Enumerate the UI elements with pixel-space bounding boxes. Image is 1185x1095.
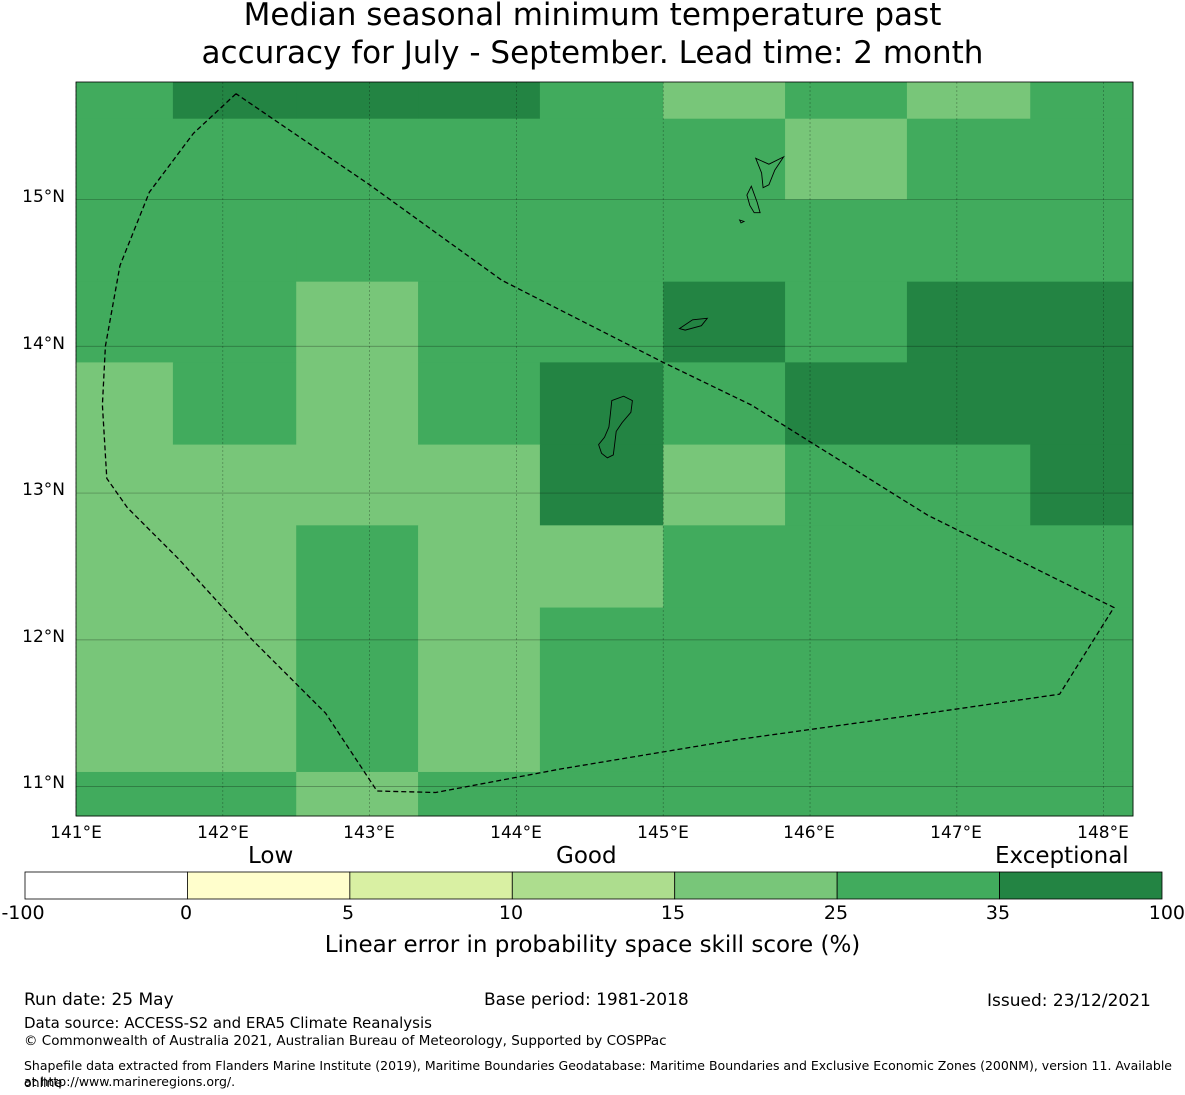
skill-cell bbox=[1030, 82, 1134, 120]
lat-label-13n: 13°N bbox=[22, 480, 65, 500]
colorbar-segment bbox=[24, 871, 188, 900]
colorbar-segment bbox=[999, 871, 1163, 900]
colorbar-axis-label: Linear error in probability space skill … bbox=[324, 932, 861, 958]
island-outline bbox=[678, 317, 709, 331]
map-title: Median seasonal minimum temperature past… bbox=[0, 0, 1185, 72]
colorbar-tick: 15 bbox=[660, 902, 686, 924]
map-frame bbox=[75, 81, 1134, 817]
skill-cell bbox=[418, 82, 541, 120]
colorbar-segment bbox=[187, 871, 351, 900]
colorbar-tick: 5 bbox=[341, 902, 355, 924]
colorbar-tick: 10 bbox=[498, 902, 524, 924]
skill-cell bbox=[76, 362, 174, 446]
colorbar-good-label: Good bbox=[556, 843, 617, 869]
skill-cell bbox=[539, 607, 1134, 773]
skill-cell bbox=[76, 82, 174, 120]
skill-cell bbox=[296, 771, 419, 817]
skill-cell bbox=[539, 82, 664, 120]
skill-cell bbox=[296, 281, 419, 363]
skill-cell bbox=[785, 444, 1031, 526]
colorbar-low-label: Low bbox=[248, 843, 294, 869]
skill-cell bbox=[663, 281, 786, 363]
skill-cell bbox=[663, 362, 786, 446]
lon-label-146e: 146°E bbox=[783, 823, 835, 843]
lat-label-12n: 12°N bbox=[22, 627, 65, 647]
skill-cell bbox=[76, 444, 541, 526]
skill-cell bbox=[906, 281, 1134, 363]
skill-cell bbox=[539, 444, 664, 526]
skill-cell bbox=[906, 82, 1031, 120]
skill-cell bbox=[296, 199, 1134, 283]
base-period: Base period: 1981-2018 bbox=[484, 990, 689, 1010]
skill-cell bbox=[418, 281, 664, 363]
skill-cell bbox=[418, 607, 541, 773]
island-outline bbox=[754, 155, 785, 189]
skill-grid-cells bbox=[76, 82, 1134, 817]
skill-cell bbox=[76, 199, 297, 283]
lat-label-15n: 15°N bbox=[22, 187, 65, 207]
skill-score-map bbox=[75, 81, 1134, 817]
colorbar-tick: 100 bbox=[1148, 902, 1185, 924]
lon-label-142e: 142°E bbox=[197, 823, 249, 843]
skill-cell bbox=[785, 281, 908, 363]
colorbar-segment bbox=[511, 871, 676, 900]
skill-cell bbox=[785, 362, 1134, 446]
shapefile-credit-line-2: at http://www.marineregions.org/. bbox=[24, 1074, 236, 1089]
colorbar-segment bbox=[674, 871, 838, 900]
issued-date: Issued: 23/12/2021 bbox=[987, 991, 1151, 1011]
skill-cell bbox=[418, 771, 1134, 817]
colorbar-tick: 35 bbox=[985, 902, 1011, 924]
lat-label-14n: 14°N bbox=[22, 334, 65, 354]
skill-cell bbox=[663, 444, 786, 526]
skill-cell bbox=[296, 607, 419, 773]
eez-boundary bbox=[101, 93, 1115, 794]
colorbar-segment bbox=[349, 871, 513, 900]
data-source: Data source: ACCESS-S2 and ERA5 Climate … bbox=[24, 1014, 432, 1032]
lon-label-144e: 144°E bbox=[490, 823, 542, 843]
skill-cell bbox=[906, 118, 1134, 200]
skill-cell bbox=[418, 525, 664, 609]
skill-cell bbox=[785, 118, 908, 200]
lat-label-11n: 11°N bbox=[22, 773, 65, 793]
title-line-1: Median seasonal minimum temperature past bbox=[243, 0, 942, 33]
skill-cell bbox=[172, 362, 297, 446]
skill-cell bbox=[663, 82, 786, 120]
island-outline bbox=[598, 395, 633, 459]
skill-cell bbox=[785, 82, 908, 120]
colorbar bbox=[24, 871, 1163, 900]
skill-cell bbox=[76, 771, 297, 817]
colorbar-tick: 25 bbox=[823, 902, 849, 924]
skill-cell bbox=[172, 82, 297, 120]
skill-cell bbox=[663, 525, 1134, 609]
skill-cell bbox=[296, 82, 419, 120]
skill-cell bbox=[76, 281, 174, 363]
colorbar-tick: 0 bbox=[179, 902, 193, 924]
lon-label-143e: 143°E bbox=[343, 823, 395, 843]
skill-cell bbox=[539, 362, 664, 446]
skill-cell bbox=[418, 362, 541, 446]
island-outline bbox=[746, 185, 761, 214]
skill-cell bbox=[296, 525, 419, 609]
shapefile-credit-line-1: Shapefile data extracted from Flanders M… bbox=[24, 1058, 1172, 1090]
lon-label-148e: 148°E bbox=[1077, 823, 1129, 843]
island-outline bbox=[738, 219, 746, 224]
lon-label-145e: 145°E bbox=[637, 823, 689, 843]
skill-cell bbox=[1030, 444, 1134, 526]
skill-cell bbox=[76, 118, 786, 200]
title-line-2: accuracy for July - September. Lead time… bbox=[201, 35, 984, 71]
skill-cell bbox=[296, 362, 419, 446]
islands bbox=[598, 155, 785, 459]
skill-cell bbox=[76, 607, 297, 773]
copyright: © Commonwealth of Australia 2021, Austra… bbox=[24, 1033, 667, 1049]
lon-label-147e: 147°E bbox=[930, 823, 982, 843]
colorbar-exceptional-label: Exceptional bbox=[995, 843, 1129, 869]
lon-label-141e: 141°E bbox=[50, 823, 102, 843]
run-date: Run date: 25 May bbox=[24, 990, 174, 1010]
colorbar-segment bbox=[836, 871, 1000, 900]
skill-cell bbox=[172, 281, 297, 363]
colorbar-tick: -100 bbox=[1, 902, 45, 924]
